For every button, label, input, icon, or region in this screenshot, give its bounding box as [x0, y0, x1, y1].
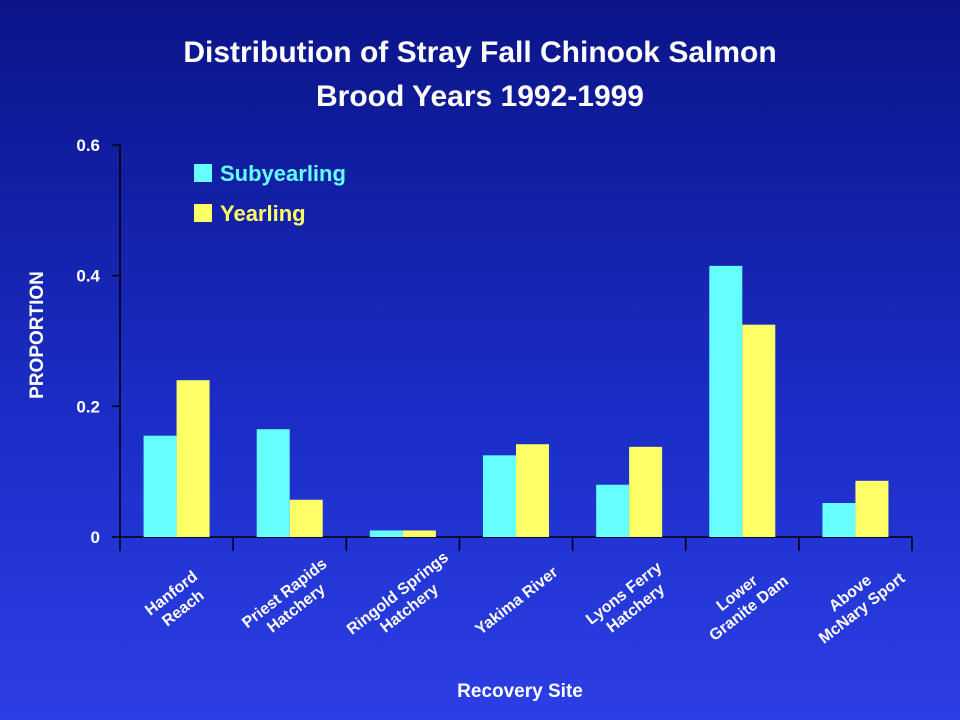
bar-yearling	[516, 444, 549, 537]
bar-yearling	[402, 530, 436, 537]
bar-subyearling	[483, 455, 516, 537]
bar-yearling	[176, 380, 210, 537]
y-axis-title: PROPORTION	[27, 271, 48, 399]
bars	[143, 265, 889, 537]
legend-label: Subyearling	[220, 161, 346, 186]
y-tick-label: 0.6	[76, 136, 100, 155]
y-tick-label: 0	[91, 528, 100, 547]
bar-yearling	[855, 480, 889, 537]
bar-subyearling	[143, 435, 177, 537]
bar-subyearling	[256, 429, 290, 537]
bar-subyearling	[596, 484, 630, 537]
x-axis-title: Recovery Site	[457, 681, 583, 702]
chart-title-line-1: Distribution of Stray Fall Chinook Salmo…	[183, 36, 776, 69]
legend: Subyearling Yearling	[194, 161, 346, 226]
bar-yearling	[629, 446, 663, 537]
chart-title-line-2: Brood Years 1992-1999	[316, 80, 644, 113]
y-tick-label: 0.4	[76, 267, 100, 286]
bar-yearling	[742, 324, 776, 537]
category-label-line: Yakima River	[472, 564, 561, 639]
y-tick-label: 0.2	[76, 397, 100, 416]
legend-swatch	[194, 164, 212, 182]
legend-label: Yearling	[220, 201, 306, 226]
axes: 0 0.2 0.4 0.6	[76, 136, 913, 551]
bar-subyearling	[822, 503, 856, 537]
bar-yearling	[289, 499, 323, 537]
legend-swatch	[194, 204, 212, 222]
category-label: Yakima River	[472, 564, 561, 639]
bar-subyearling	[369, 530, 403, 537]
bar-subyearling	[709, 265, 743, 537]
